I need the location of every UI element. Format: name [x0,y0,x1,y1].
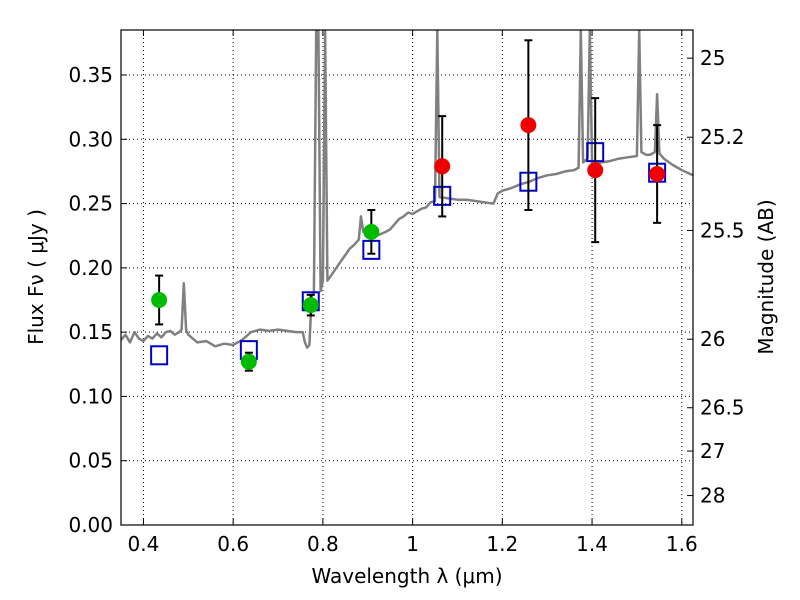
y-tick-label: 0.35 [68,63,113,87]
observed-flux-point [434,158,451,175]
plot-frame [120,29,694,526]
y-axis-label: Flux Fν ( μJy ) [24,209,48,345]
observed-flux-point [520,117,537,134]
right-tick-label: 25.5 [700,218,745,242]
x-tick-label: 1.6 [666,532,698,556]
observed-flux-point [363,223,380,240]
x-tick-label: 0.4 [128,532,160,556]
observed-flux-point [302,297,319,314]
x-tick-label: 1.2 [486,532,518,556]
x-tick-label: 0.6 [217,532,249,556]
observed-flux-point [587,162,604,179]
right-tick-label: 25 [700,46,725,70]
y-tick-label: 0.05 [68,449,113,473]
observed-flux-point [240,353,257,370]
observed-flux-point [151,292,168,308]
y-tick-label: 0.30 [68,127,113,151]
x-tick-label: 1 [406,532,419,556]
y-axis-label-right: Magnitude (AB) [754,199,778,354]
observed-flux-point [649,166,666,182]
right-tick-label: 26 [700,327,725,351]
model-spectrum-line [121,30,693,349]
right-tick-label: 26.5 [700,396,745,420]
x-tick-label: 0.8 [307,532,339,556]
y-tick-label: 0.25 [68,192,113,216]
x-tick-label: 1.4 [576,532,608,556]
right-tick-label: 27 [700,439,725,463]
ticks: 0.4 0.6 0.8 1 1.2 1.4 1.6 0.00 0.05 0.10 0.15 0.20 0… [68,30,745,556]
x-axis-label: Wavelength λ (μm) [311,564,502,588]
y-tick-label: 0.15 [68,320,113,344]
right-tick-label: 28 [700,484,725,508]
plot-area [121,30,693,372]
model-photometry-square [150,345,169,366]
y-tick-label: 0.00 [68,513,113,537]
right-tick-label: 25.2 [700,125,745,149]
grid [121,30,693,526]
y-tick-label: 0.20 [68,256,113,280]
y-tick-label: 0.10 [68,384,113,408]
